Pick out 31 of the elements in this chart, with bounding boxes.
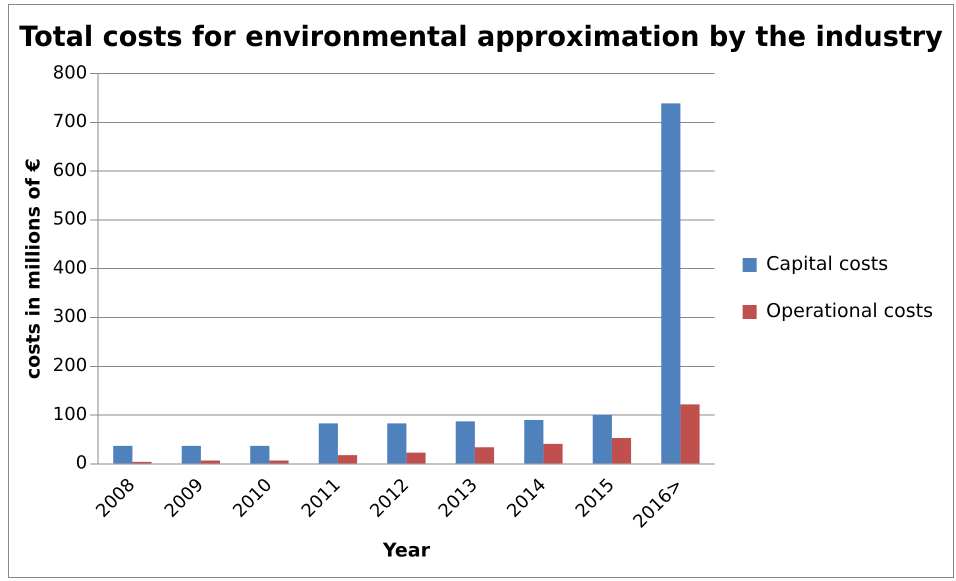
y-tick-label: 800 [52,62,88,84]
bar [250,446,270,464]
legend-label: Operational costs [766,300,934,322]
y-tick-label: 400 [52,257,88,278]
y-tick-label: 300 [52,306,88,328]
bar [524,420,544,464]
y-tick-label: 500 [52,208,88,230]
bar [680,404,700,464]
legend-label: Capital costs [766,252,888,275]
bar [456,421,475,464]
bar [474,447,494,464]
chart-title: Total costs for environmental approximation by the industry [19,20,943,54]
bar [269,460,289,464]
bar [200,460,220,464]
bar [612,438,632,464]
y-tick-label: 100 [52,404,88,425]
bar [661,103,680,464]
bar [406,452,426,464]
y-tick-label: 700 [52,111,88,132]
bar [387,423,406,464]
bar [543,444,563,464]
y-tick-label: 0 [76,452,88,474]
bar [318,423,338,464]
bar [113,446,132,464]
x-axis-title: Year [382,540,431,562]
y-tick-label: 200 [52,354,88,376]
bar [182,446,201,464]
bar [592,414,612,464]
y-tick-label: 600 [52,160,88,181]
bar [338,455,358,464]
y-axis-title: costs in millions of € [22,158,44,380]
